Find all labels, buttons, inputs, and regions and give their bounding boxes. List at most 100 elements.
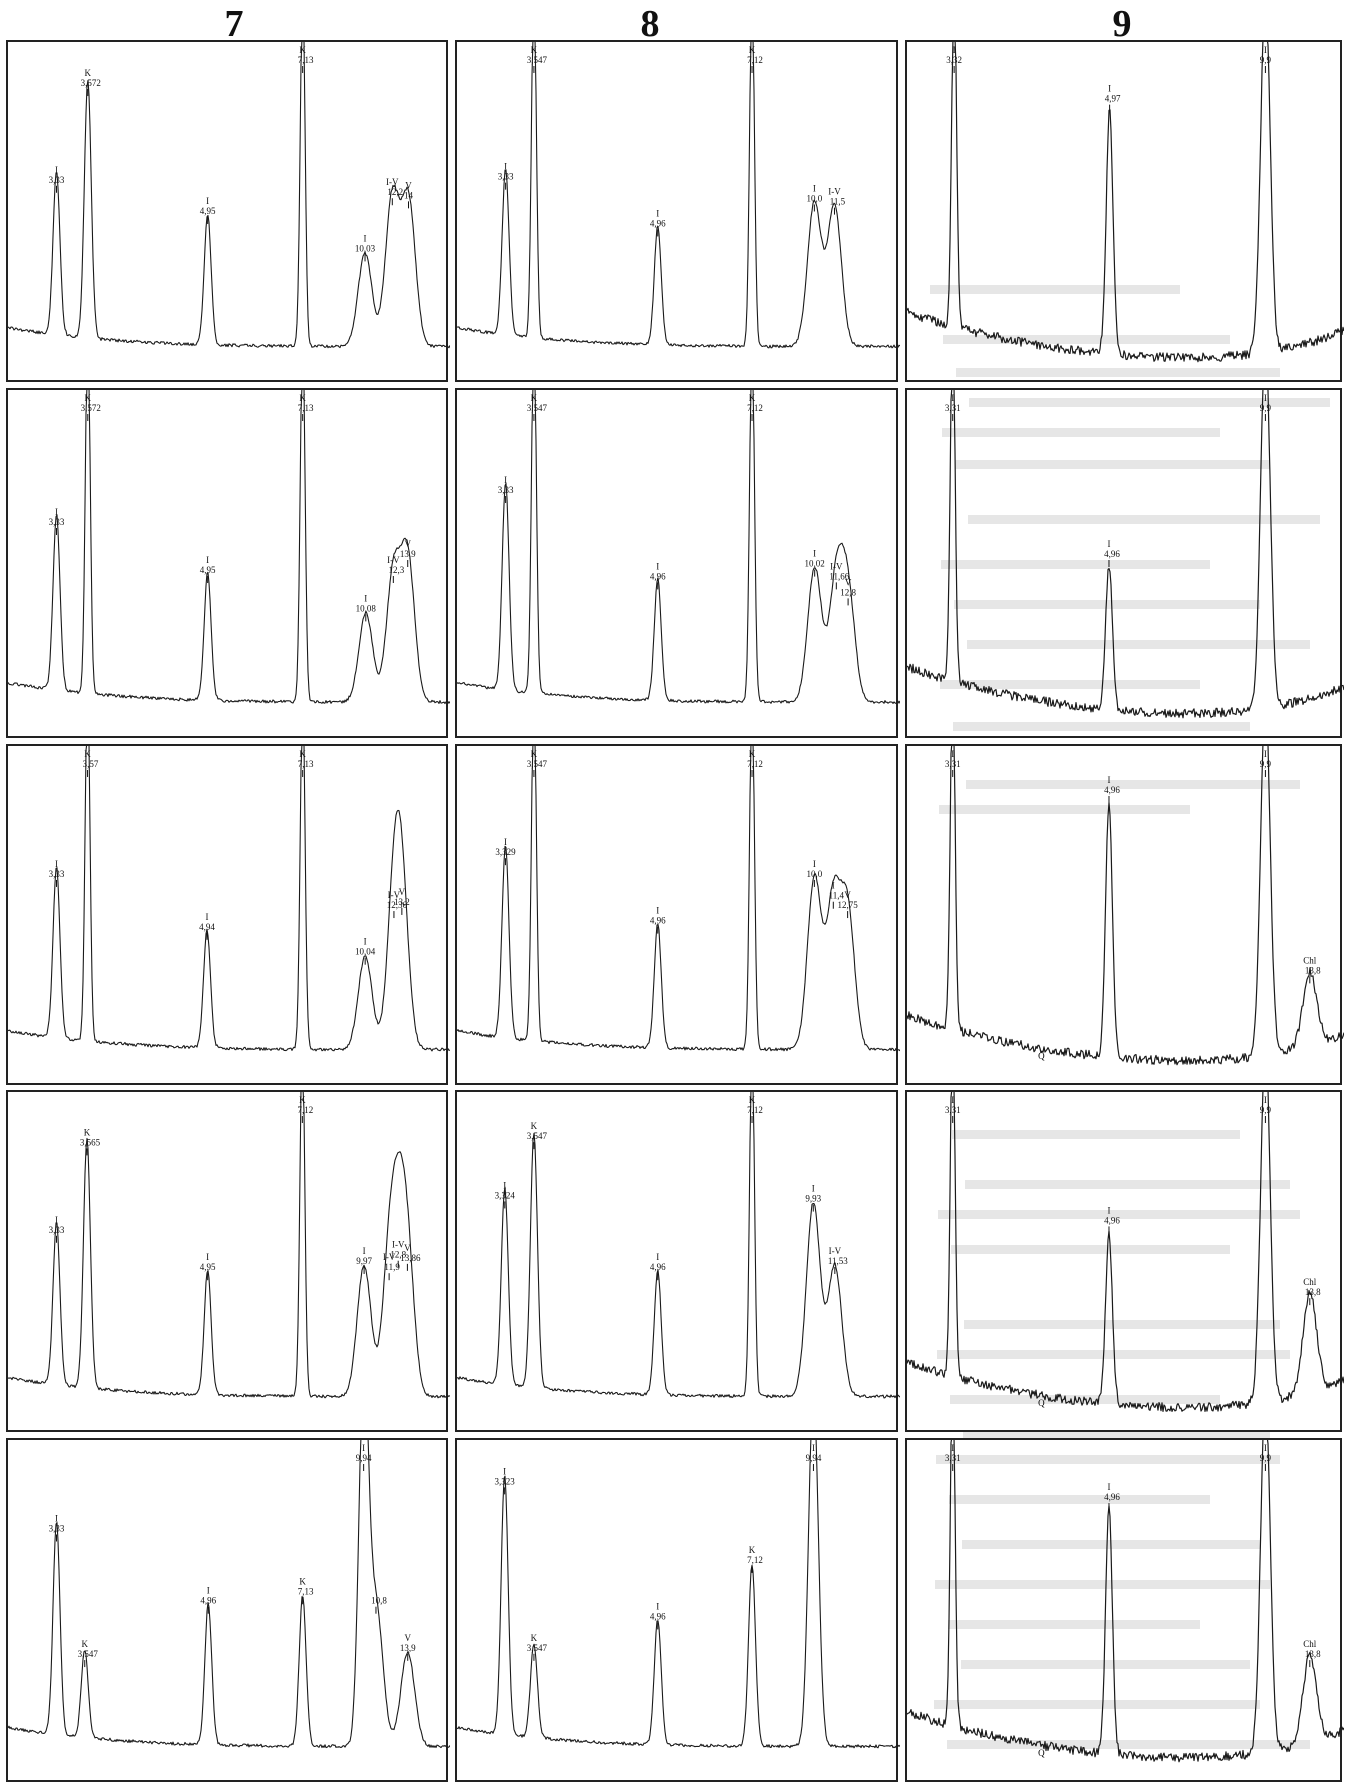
peak-label: I3,323 xyxy=(495,1466,515,1495)
peak-mineral: I xyxy=(503,1466,506,1476)
peak-mineral: I-V xyxy=(387,555,400,565)
peak-mineral: V xyxy=(399,887,406,897)
peak-mineral: I-V xyxy=(829,1246,842,1256)
peak-label: K3,57 xyxy=(83,749,99,777)
peak-mineral: I xyxy=(656,906,659,916)
peak-d-value: 3,547 xyxy=(527,759,548,769)
peak-d-value: 3,33 xyxy=(49,175,65,185)
peak-mineral: K xyxy=(749,1095,756,1105)
peak-d-value: 9,93 xyxy=(805,1194,821,1204)
peak-mineral: I xyxy=(656,1252,659,1262)
peak-mineral: V xyxy=(405,180,412,190)
peak-d-value: 3,565 xyxy=(80,1137,101,1147)
peak-mineral: I xyxy=(504,837,507,847)
peak-mineral: K xyxy=(299,749,306,759)
peak-d-value: 3,572 xyxy=(81,403,101,413)
peak-d-value: 4,94 xyxy=(199,922,215,932)
peak-d-value: 9,9 xyxy=(1260,1105,1272,1115)
peak-d-value: 3,33 xyxy=(49,517,65,527)
peak-mineral: I xyxy=(206,196,209,206)
peak-mineral: I xyxy=(951,1443,954,1453)
peak-mineral: I-V xyxy=(392,1240,405,1250)
diffraction-trace xyxy=(457,1440,900,1749)
peak-mineral: I xyxy=(1264,1443,1267,1453)
peak-d-value: 10,0 xyxy=(806,869,822,879)
peak-d-value: 7,12 xyxy=(747,403,763,413)
peak-d-value: 3,547 xyxy=(527,1643,548,1653)
peak-mineral: K xyxy=(299,1095,306,1105)
peak-d-value: 7,12 xyxy=(747,1555,763,1565)
peak-d-value: 7,12 xyxy=(297,1105,313,1115)
peak-label: I-V12,2 xyxy=(386,177,403,206)
diffractogram-panel-7-1: I 3,33 K 3,572 I 4,95 K 7,13 I 10,03 I-V 12,2 V 14 xyxy=(6,40,450,382)
peak-d-value: 3,324 xyxy=(495,1190,516,1200)
peak-mineral: V xyxy=(404,1633,411,1643)
peak-label: I9,94 xyxy=(806,1443,822,1471)
peak-mineral: V xyxy=(404,1243,411,1253)
peak-label: I3,329 xyxy=(495,837,516,866)
peak-label: I9,9 xyxy=(1260,1443,1272,1471)
peak-mineral: I xyxy=(1107,1482,1110,1492)
peak-mineral: I xyxy=(504,162,507,172)
peak-d-value: 3,31 xyxy=(945,1453,961,1463)
peak-label: I9,97 xyxy=(356,1246,372,1274)
peak-label: I-V11,66 xyxy=(829,561,850,590)
peak-mineral: I xyxy=(656,561,659,571)
peak-mineral: I xyxy=(951,1095,954,1105)
peak-label: K7,13 xyxy=(298,749,314,777)
diffractogram-panel-8-5: I 3,323 K 3,547 I 4,96 K 7,12 I 9,94 xyxy=(455,1438,900,1782)
peak-d-value: 13,2 xyxy=(394,897,410,907)
peak-label: I4,96 xyxy=(1104,1482,1120,1511)
peak-mineral: I xyxy=(503,1180,506,1190)
peak-mineral: K xyxy=(531,393,538,403)
peak-d-value: 9,97 xyxy=(356,1256,372,1266)
peak-d-value: 3,547 xyxy=(78,1649,99,1659)
peak-label: I-V12,8 xyxy=(390,1240,407,1268)
peak-label: I3,31 xyxy=(945,1095,961,1123)
peak-label: I3,33 xyxy=(498,162,514,190)
peak-d-value: 7,13 xyxy=(298,1586,314,1596)
peak-mineral: I xyxy=(55,507,58,517)
peak-mineral: K xyxy=(84,1127,91,1137)
peak-mineral: I xyxy=(656,1601,659,1611)
peak-d-value: 12,3 xyxy=(388,565,404,575)
peak-d-value: 12,36 xyxy=(387,900,408,910)
peak-mineral: V xyxy=(404,539,411,549)
peak-label: I3,31 xyxy=(945,393,961,421)
peak-d-value: 4,96 xyxy=(1104,1492,1120,1502)
peak-label: K3,547 xyxy=(527,1121,548,1150)
diffractogram-panel-9-3: I 3,31 I 4,96 I 9,9 Chl 13,8 Q xyxy=(905,744,1344,1085)
peak-label: K7,12 xyxy=(297,1095,313,1123)
peak-mineral: I xyxy=(206,912,209,922)
peak-mineral: K xyxy=(299,45,306,55)
peak-label: I10,08 xyxy=(356,593,376,622)
peak-mineral: K xyxy=(84,749,91,759)
peak-label: I4,95 xyxy=(200,555,216,583)
diffractogram-panel-9-5: I 3,31 I 4,96 I 9,9 Chl 13,8 Q xyxy=(905,1438,1344,1782)
peak-label: V12,75 xyxy=(837,890,858,919)
peak-mineral: K xyxy=(749,393,756,403)
quartz-label: Q xyxy=(1038,1051,1045,1061)
diffraction-trace xyxy=(8,1092,450,1399)
quartz-label: Q xyxy=(1038,1748,1045,1758)
peak-d-value: 3,33 xyxy=(498,172,514,182)
peak-mineral: I xyxy=(951,749,954,759)
peak-d-value: 3,57 xyxy=(83,759,99,769)
peak-label: I9,94 xyxy=(356,1443,372,1471)
peak-d-value: 3,31 xyxy=(945,1105,961,1115)
peak-label: I3,33 xyxy=(498,475,514,503)
peak-mineral: V xyxy=(845,577,852,587)
peak-mineral: I-V xyxy=(830,561,843,571)
diffraction-trace xyxy=(457,1092,900,1399)
diffraction-trace xyxy=(907,1440,1344,1763)
peak-label: V13,86 xyxy=(400,1243,421,1271)
